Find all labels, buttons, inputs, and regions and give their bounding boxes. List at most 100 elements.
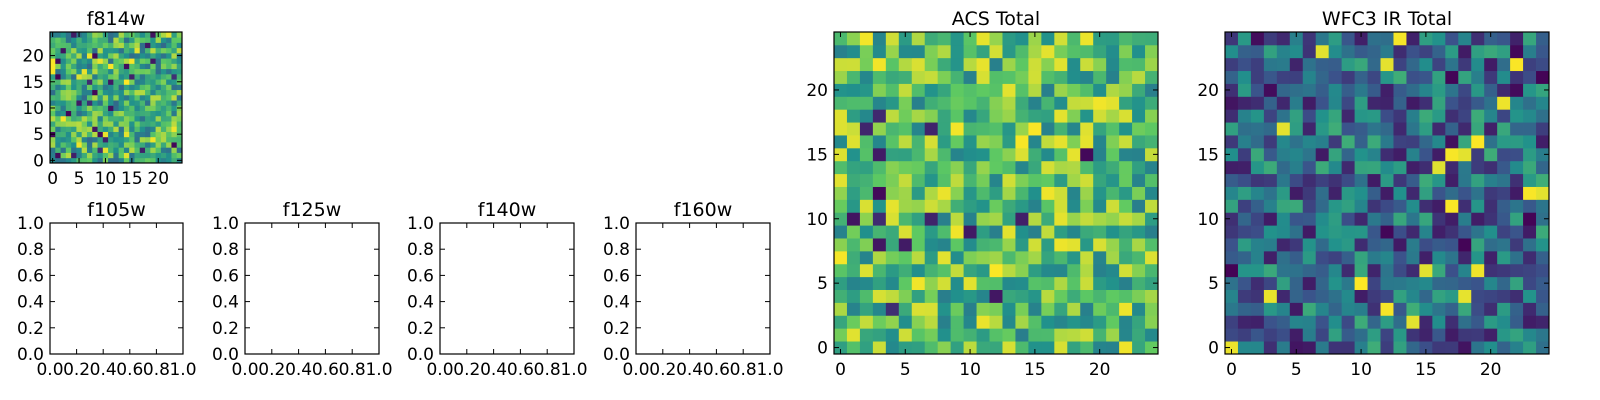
heatmap-cell <box>1028 83 1042 97</box>
x-tick-label: 0.4 <box>90 360 117 380</box>
heatmap-cell <box>1237 250 1252 265</box>
heatmap-cell <box>950 109 964 123</box>
heatmap-cell <box>1028 57 1042 72</box>
heatmap-cell <box>1276 109 1291 123</box>
heatmap-cell <box>898 135 913 149</box>
axes-frame <box>833 31 1159 355</box>
y-tick-label: 10 <box>1197 210 1219 230</box>
heatmap-cell <box>1302 225 1317 239</box>
heatmap-cell <box>1093 225 1107 239</box>
heatmap-cell <box>171 73 178 80</box>
heatmap-cell <box>1328 238 1343 252</box>
heatmap-cell <box>86 105 93 111</box>
heatmap-cell <box>1106 57 1120 72</box>
heatmap-cell <box>937 186 952 200</box>
heatmap-cell <box>166 94 172 101</box>
heatmap-cell <box>1510 328 1524 342</box>
heatmap-cell <box>1106 212 1120 226</box>
heatmap-cell <box>1002 238 1016 252</box>
heatmap-cell <box>108 79 114 85</box>
heatmap-cell <box>1263 32 1278 46</box>
heatmap-cell <box>1315 147 1330 162</box>
heatmap-cell <box>1225 32 1239 46</box>
heatmap-cell <box>1276 57 1291 72</box>
heatmap-cell <box>134 94 141 101</box>
heatmap-cell <box>1406 160 1420 175</box>
heatmap-cell <box>123 147 130 153</box>
x-tick-label: 1.0 <box>169 360 196 380</box>
heatmap-cell <box>65 94 72 101</box>
heatmap-cell <box>872 173 887 187</box>
heatmap-cell <box>102 47 109 54</box>
heatmap-cell <box>1106 160 1120 175</box>
heatmap-cell <box>846 83 861 97</box>
heatmap-cell <box>139 32 146 38</box>
heatmap-cell <box>1250 70 1265 84</box>
heatmap-cell <box>1028 96 1042 110</box>
heatmap-cell <box>86 73 93 80</box>
x-tick-label: 15 <box>1415 360 1437 380</box>
heatmap-cell <box>846 315 861 329</box>
heatmap-cell <box>1354 289 1368 303</box>
y-tick-label: 10 <box>22 99 44 119</box>
heatmap-cell <box>937 70 952 84</box>
y-tick-label: 0.0 <box>407 345 434 365</box>
heatmap-cell <box>108 47 114 54</box>
heatmap-cell <box>176 37 183 43</box>
heatmap-cell <box>1237 173 1252 187</box>
heatmap-cell <box>1302 96 1317 110</box>
heatmap-cell <box>1250 44 1265 59</box>
heatmap-cell <box>97 52 104 59</box>
heatmap-cell <box>1250 122 1265 136</box>
heatmap-cell <box>1510 70 1524 84</box>
heatmap-cell <box>1067 212 1081 226</box>
heatmap-cell <box>834 250 848 265</box>
heatmap-cell <box>1119 32 1133 46</box>
heatmap-cell <box>1237 70 1252 84</box>
heatmap-cell <box>1432 263 1446 278</box>
heatmap-cell <box>1015 289 1029 303</box>
heatmap-cell <box>1419 135 1433 149</box>
heatmap-cell <box>963 173 977 187</box>
heatmap-cell <box>71 115 77 122</box>
heatmap-cell <box>1119 315 1133 329</box>
heatmap-cell <box>1341 44 1355 59</box>
heatmap-cell <box>102 115 109 122</box>
heatmap-cell <box>885 160 900 175</box>
heatmap-cell <box>1250 250 1265 265</box>
heatmap-cell <box>1093 212 1107 226</box>
heatmap-cell <box>60 131 67 138</box>
y-tick-label: 0.6 <box>212 266 239 286</box>
heatmap-cell <box>1225 160 1239 175</box>
heatmap-cell <box>1315 32 1330 46</box>
heatmap-cell <box>160 47 167 54</box>
heatmap-cell <box>1225 276 1239 290</box>
heatmap-cell <box>76 147 83 153</box>
heatmap-cell <box>1406 238 1420 252</box>
heatmap-cell <box>155 79 162 85</box>
heatmap-cell <box>1015 122 1029 136</box>
heatmap-cell <box>81 136 88 143</box>
heatmap-cell <box>1237 147 1252 162</box>
heatmap-cell <box>1445 289 1459 303</box>
heatmap-cell <box>71 136 77 143</box>
heatmap-cell <box>1263 135 1278 149</box>
heatmap-cell <box>1263 302 1278 316</box>
heatmap-cell <box>1484 160 1498 175</box>
heatmap-cell <box>1002 32 1016 46</box>
heatmap-cell <box>50 147 56 153</box>
heatmap-cell <box>1093 83 1107 97</box>
heatmap-cell <box>1510 238 1524 252</box>
y-tick-label: 0.2 <box>17 319 44 339</box>
heatmap-cell <box>139 73 146 80</box>
heatmap-cell <box>166 89 172 96</box>
heatmap-cell <box>976 199 990 213</box>
heatmap-cell <box>950 263 964 278</box>
x-tick-label: 0.6 <box>116 360 143 380</box>
heatmap-cell <box>1041 263 1055 278</box>
heatmap-cell <box>1237 341 1252 355</box>
heatmap-cell <box>1406 122 1420 136</box>
heatmap-cell <box>1041 173 1055 187</box>
heatmap-cell <box>1380 135 1394 149</box>
